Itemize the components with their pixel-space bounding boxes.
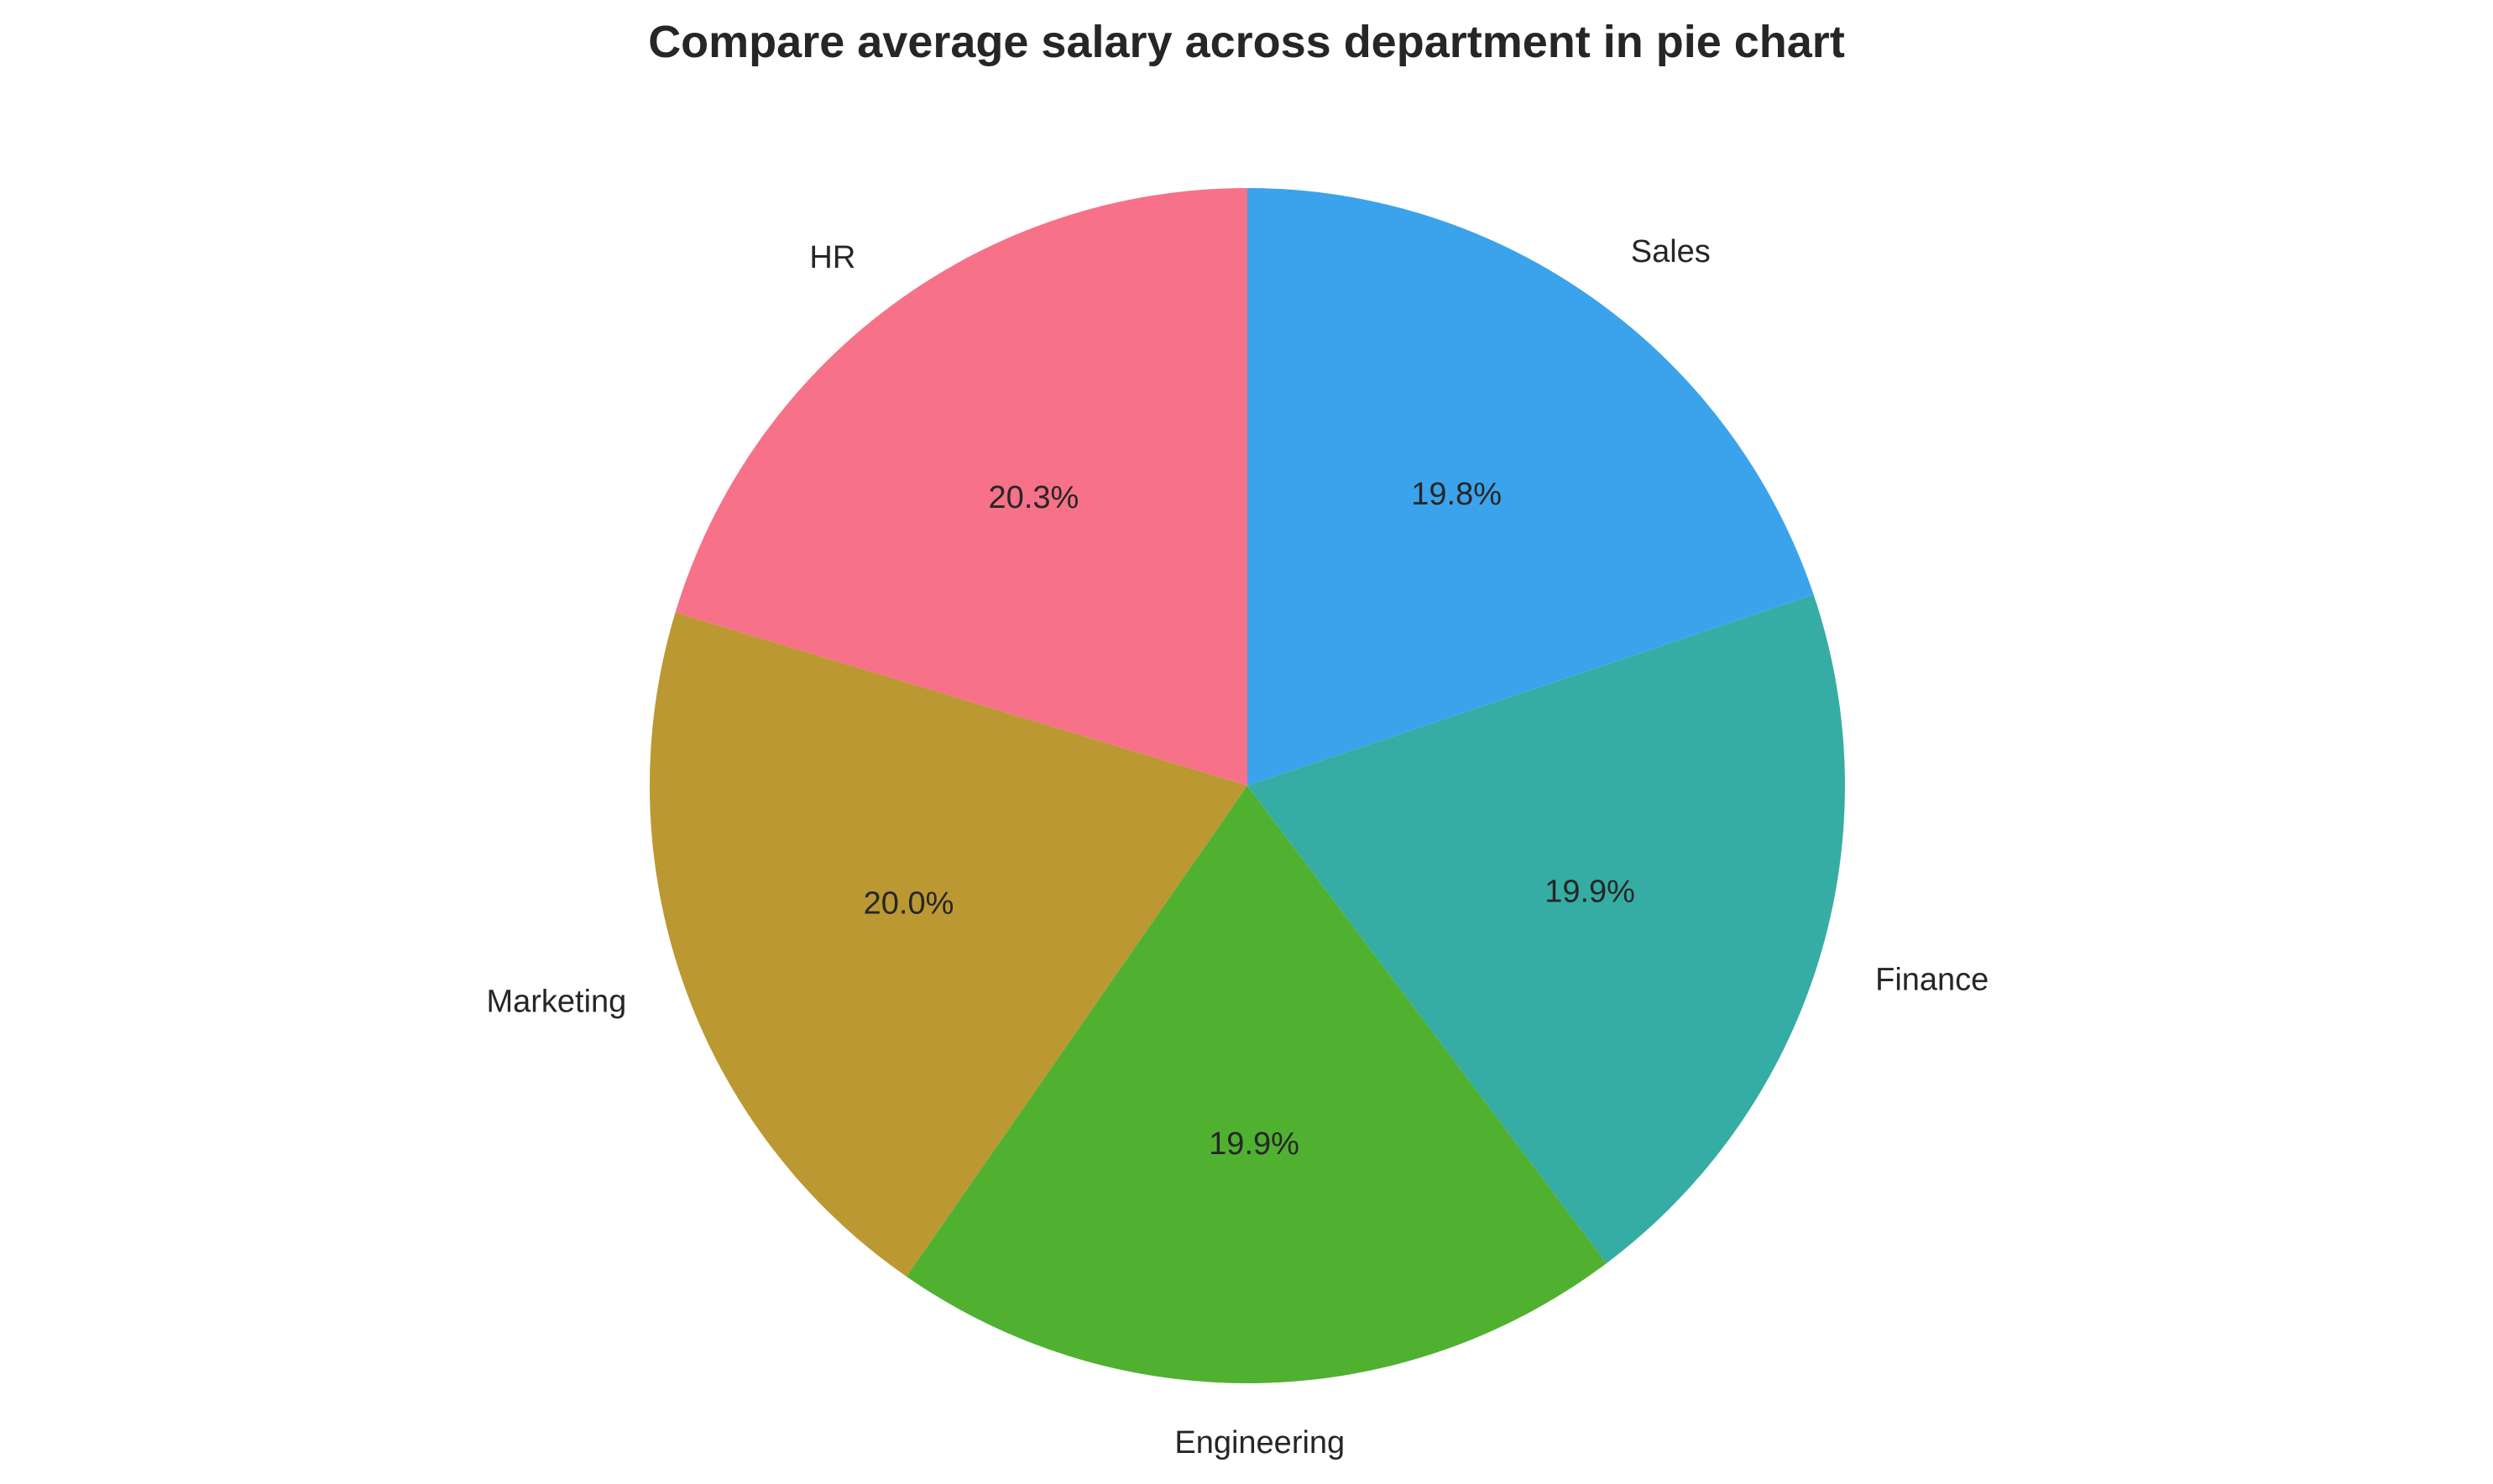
chart-title: Compare average salary across department… [648, 17, 1845, 67]
pie-slice-hr [675, 188, 1247, 786]
percent-label-sales: 19.8% [1411, 477, 1502, 512]
category-label-hr: HR [809, 240, 855, 275]
pie-slice-engineering [906, 786, 1607, 1384]
pie-slice-finance [1247, 594, 1846, 1264]
pie-slice-marketing [650, 612, 1247, 1277]
category-label-marketing: Marketing [486, 984, 626, 1019]
percent-label-marketing: 20.0% [864, 886, 954, 921]
category-label-sales: Sales [1631, 234, 1711, 269]
percent-label-engineering: 19.9% [1209, 1126, 1299, 1162]
pie-slices [650, 187, 1846, 1384]
pie-slice-sales [1247, 187, 1814, 786]
pie-labels: 20.3% HR 20.0% Marketing 19.9% Engineering 19.… [486, 234, 1989, 1460]
category-label-finance: Finance [1875, 963, 1989, 998]
category-label-engineering: Engineering [1174, 1425, 1345, 1460]
percent-label-finance: 19.9% [1544, 874, 1635, 909]
percent-label-hr: 20.3% [989, 480, 1079, 515]
